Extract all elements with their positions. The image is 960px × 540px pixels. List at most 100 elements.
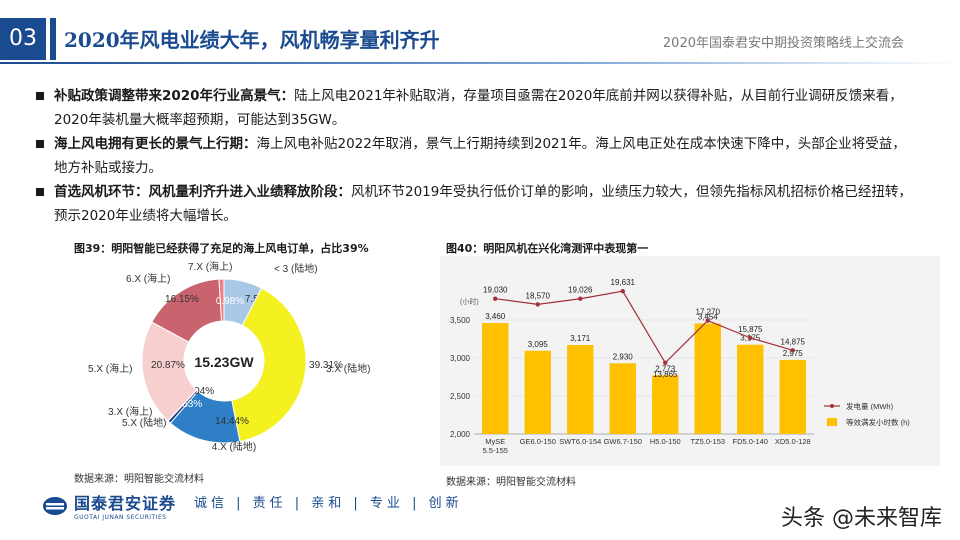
header-divider bbox=[0, 62, 960, 64]
y-tick-label: 3,000 bbox=[450, 354, 471, 363]
line-value-label: 18,570 bbox=[526, 291, 551, 300]
pie-slice-label: 5.X (海上) bbox=[88, 362, 132, 375]
pie-slice bbox=[231, 287, 307, 443]
bullet-item: 补贴政策调整带来2020年行业高景气：陆上风电2021年补贴取消，存量项目亟需在… bbox=[36, 84, 916, 132]
line-point bbox=[620, 289, 625, 294]
pie-slice-value: 0.98% bbox=[216, 296, 244, 307]
pie-slice bbox=[218, 278, 225, 322]
bullet-lead: 首选风机环节：风机量利齐升进入业绩释放阶段： bbox=[54, 184, 351, 200]
bullet-square-icon bbox=[36, 188, 44, 196]
chart-background bbox=[440, 256, 940, 466]
x-tick-label: GW6.7-150 bbox=[604, 437, 642, 446]
line-point bbox=[535, 302, 540, 307]
pie-slice-label: 5.X (陆地) bbox=[122, 416, 166, 429]
x-tick-label: FD5.0-140 bbox=[733, 437, 768, 446]
pie-slice-value: 20.87% bbox=[151, 360, 185, 371]
company-logo: 国泰君安证券 GUOTAI JUNAN SECURITIES bbox=[42, 490, 176, 521]
bar bbox=[567, 345, 594, 434]
company-name-cn: 国泰君安证券 bbox=[74, 494, 177, 513]
pie-slice-value: 39.31% bbox=[309, 360, 343, 371]
bar bbox=[779, 359, 806, 434]
bullet-lead: 补贴政策调整带来2020年行业高景气： bbox=[54, 88, 295, 104]
y-tick-label: 2,000 bbox=[450, 430, 471, 439]
bar bbox=[524, 350, 551, 434]
x-tick-label: TZ5.0-153 bbox=[690, 437, 725, 446]
line-value-label: 17,270 bbox=[696, 308, 721, 317]
pie-slice-label: 3.X (陆地) bbox=[326, 362, 370, 375]
line-value-label: 19,631 bbox=[611, 278, 636, 287]
x-tick-label: 5.5-155 bbox=[483, 446, 508, 455]
bar-value-label: 3,171 bbox=[570, 334, 591, 343]
energy-line bbox=[495, 290, 793, 364]
pie-slice-label: < 3 (陆地) bbox=[274, 262, 318, 275]
line-point bbox=[705, 318, 710, 323]
event-name: 2020年国泰君安中期投资策略线上交流会 bbox=[662, 36, 904, 51]
legend-label: 等效满发小时数 (h) bbox=[846, 417, 910, 427]
bullet-item: 首选风机环节：风机量利齐升进入业绩释放阶段：风机环节2019年受执行低价订单的影… bbox=[36, 180, 916, 228]
y-tick-label: 3,500 bbox=[450, 316, 471, 325]
figure39-source: 数据来源：明阳智能交流材料 bbox=[74, 474, 204, 485]
pie-slice-label: 7.X (海上) bbox=[188, 260, 232, 273]
line-value-label: 19,026 bbox=[568, 286, 593, 295]
bullet-lead: 海上风电拥有更长的景气上行期： bbox=[54, 136, 257, 152]
figure39-title: 图39：明阳智能已经获得了充足的海上风电订单，占比39% bbox=[74, 242, 369, 255]
legend-bar-swatch bbox=[827, 418, 837, 426]
order-share-donut-chart: 7.58%< 3 (陆地)39.31%3.X (陆地)14.44%4.X (陆地… bbox=[88, 260, 370, 453]
bullet-text: 风机环节2019年受执行低价订单的影响，业绩压力较大，但领先指标风机招标价格已经… bbox=[54, 184, 912, 224]
legend-label: 发电量 (MWh) bbox=[846, 401, 894, 411]
bar bbox=[482, 323, 509, 434]
bar bbox=[609, 363, 636, 434]
pie-slice-label: 6.X (海上) bbox=[126, 272, 170, 285]
bullet-text: 陆上风电2021年补贴取消，存量项目亟需在2020年底前并网以获得补贴，从目前行… bbox=[54, 88, 903, 128]
x-tick-label: H5.0-150 bbox=[650, 437, 681, 446]
x-tick-label: SWT6.0-154 bbox=[559, 437, 601, 446]
slide-number: 03 bbox=[0, 18, 46, 60]
y-axis-unit: (小时) bbox=[460, 297, 479, 306]
bar bbox=[652, 375, 679, 434]
bar-value-label: 3,460 bbox=[485, 312, 506, 321]
pie-slice-label: 4.X (陆地) bbox=[212, 440, 256, 453]
bar bbox=[737, 344, 764, 434]
bar bbox=[694, 323, 721, 434]
title-accent-bar bbox=[50, 18, 56, 60]
slide-title: 2020年风电业绩大年，风机畅享量利齐升 bbox=[64, 28, 440, 52]
line-point bbox=[748, 335, 753, 341]
pie-slice bbox=[141, 321, 198, 422]
x-tick-label: XD5.0-128 bbox=[775, 437, 811, 446]
bullet-item: 海上风电拥有更长的景气上行期：海上风电补贴2022年取消，景气上行期持续到202… bbox=[36, 132, 916, 180]
figure40-source: 数据来源：明阳智能交流材料 bbox=[446, 477, 576, 488]
bar-value-label: 3,454 bbox=[698, 312, 719, 321]
bullet-square-icon bbox=[36, 92, 44, 100]
watermark-text: 头条 @未来智库 bbox=[781, 506, 942, 531]
x-tick-label: MySE bbox=[485, 437, 505, 446]
company-name-en: GUOTAI JUNAN SECURITIES bbox=[74, 514, 167, 521]
pie-slice-value: 0.04% bbox=[186, 386, 214, 397]
bullet-list: 补贴政策调整带来2020年行业高景气：陆上风电2021年补贴取消，存量项目亟需在… bbox=[36, 84, 916, 228]
legend-line-marker bbox=[830, 404, 834, 408]
bullet-square-icon bbox=[36, 140, 44, 148]
bar-value-label: 3,095 bbox=[528, 340, 549, 349]
pie-slice-value: 16.15% bbox=[165, 294, 199, 305]
x-tick-label: GE6.0-150 bbox=[520, 437, 556, 446]
line-value-label: 15,875 bbox=[738, 325, 763, 334]
donut-center-label: 15.23GW bbox=[194, 354, 254, 370]
bar-value-label: 2,773 bbox=[655, 364, 676, 373]
line-value-label: 19,030 bbox=[483, 286, 508, 295]
slide-header: 03 2020年风电业绩大年，风机畅享量利齐升 2020年国泰君安中期投资策略线… bbox=[0, 18, 960, 64]
company-slogan: 诚信 | 责任 | 亲和 | 专业 | 创新 bbox=[194, 496, 463, 511]
line-point bbox=[790, 348, 795, 353]
pie-slice-value: 14.44% bbox=[215, 416, 249, 427]
pie-slice-value: 0.63% bbox=[174, 399, 202, 410]
bullet-text: 海上风电补贴2022年取消，景气上行期持续到2021年。海上风电正处在成本快速下… bbox=[54, 136, 906, 176]
company-logo-icon bbox=[43, 496, 67, 515]
y-tick-label: 2,500 bbox=[450, 392, 471, 401]
line-value-label: 14,875 bbox=[781, 337, 806, 346]
bar-value-label: 2,930 bbox=[613, 352, 634, 361]
bar-value-label: 2,975 bbox=[783, 349, 804, 358]
line-point bbox=[663, 360, 668, 366]
xinghua-bay-performance-chart: (小时) 2,000 2,500 3,000 3,500 3,460 MySE5.5-155… bbox=[440, 256, 940, 466]
pie-slice-label: 3.X (海上) bbox=[108, 405, 152, 418]
figure40-title: 图40：明阳风机在兴化湾测评中表现第一 bbox=[446, 242, 649, 255]
line-value-label: 13,865 bbox=[653, 370, 678, 379]
line-point bbox=[578, 296, 583, 301]
